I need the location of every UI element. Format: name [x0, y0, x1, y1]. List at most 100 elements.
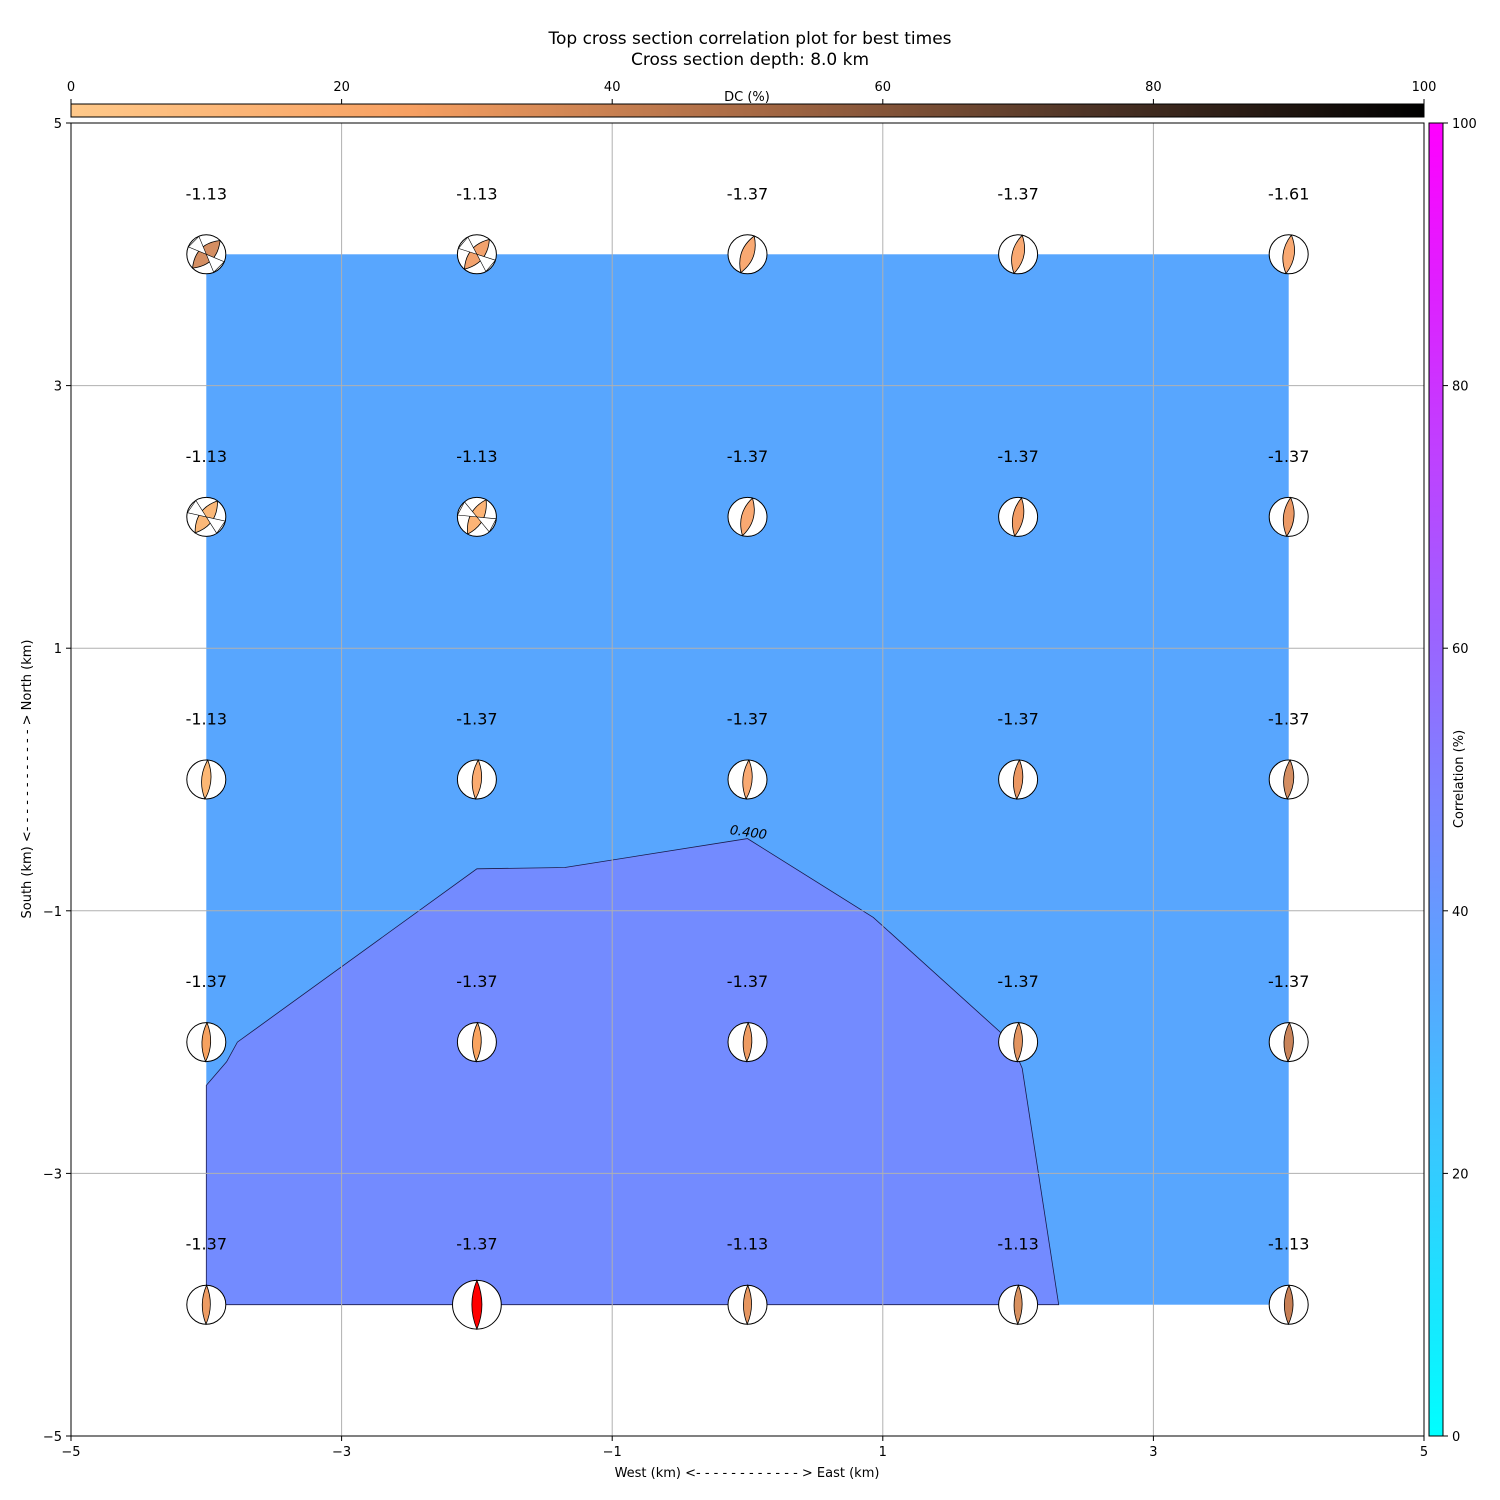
beachball-value-label: -1.37: [1268, 447, 1309, 466]
beachball: -1.37: [452, 1235, 502, 1331]
x-tick-label: −1: [603, 1445, 622, 1460]
beachball-value-label: -1.37: [186, 1235, 227, 1254]
grid-lines: [71, 123, 1424, 1436]
y-tick-label: 1: [54, 642, 62, 657]
beachball-outline: [727, 1284, 768, 1325]
y-tick-label: 3: [54, 380, 62, 395]
dc-tick-label: 20: [333, 80, 350, 95]
beachball: -1.37: [186, 972, 227, 1063]
dc-tick-label: 100: [1412, 80, 1437, 95]
beachball-outline: [998, 1284, 1039, 1325]
dc-tick-label: 60: [875, 80, 892, 95]
beachball: -1.37: [1268, 710, 1309, 800]
correlation-tick-label: 100: [1452, 117, 1477, 132]
beachball-value-label: -1.37: [997, 184, 1038, 203]
beachball-value-label: -1.61: [1268, 184, 1309, 203]
beachball-value-label: -1.37: [997, 972, 1038, 991]
beachball-dilatation: [186, 499, 226, 534]
beachball-outline: [1268, 234, 1309, 275]
beachball-outline: [1268, 759, 1309, 800]
beachball: -1.13: [456, 447, 498, 537]
beachball-outline: [186, 234, 227, 275]
beachball-outline: [1268, 1022, 1309, 1063]
beachball: -1.37: [727, 972, 768, 1063]
beachball-value-label: -1.13: [186, 447, 227, 466]
beachball-value-label: -1.37: [456, 710, 497, 729]
beachball-outline: [456, 496, 497, 537]
beachball-value-label: -1.13: [186, 710, 227, 729]
dc-colorbar-ticks: 0 20 40 60 80 100: [67, 80, 1437, 104]
beachball-outline: [727, 1022, 768, 1063]
beachball: -1.37: [997, 184, 1039, 275]
y-tick-label: −3: [43, 1167, 62, 1182]
beachball-value-label: -1.37: [456, 972, 497, 991]
chart-subtitle: Cross section depth: 8.0 km: [631, 50, 869, 70]
beachball-outline: [456, 234, 497, 275]
correlation-colorbar-label: Correlation (%): [1452, 730, 1467, 828]
dc-colorbar-label: DC (%): [724, 90, 770, 105]
beachball-value-label: -1.37: [727, 972, 768, 991]
correlation-colorbar-ticks: 0 20 40 60 80 100: [1443, 117, 1477, 1445]
beachball: -1.37: [1268, 447, 1309, 538]
beachball-outline: [727, 496, 768, 537]
beachball-value-label: -1.37: [1268, 710, 1309, 729]
beachball: -1.61: [1268, 184, 1309, 275]
contour-label: 0.400: [729, 823, 768, 843]
beachball-outline: [998, 234, 1039, 275]
dc-colorbar: [70, 103, 1425, 118]
beachball: -1.37: [997, 972, 1039, 1063]
beachball-value-label: -1.37: [997, 447, 1038, 466]
beachball-value-label: -1.37: [997, 710, 1038, 729]
correlation-tick-label: 0: [1452, 1430, 1460, 1445]
x-tick-label: 3: [1149, 1445, 1157, 1460]
y-tick-label: 5: [54, 117, 62, 132]
beachball-value-label: -1.13: [456, 447, 497, 466]
correlation-tick-label: 60: [1452, 642, 1469, 657]
plot-area: 0.400 -1.13 -1.13 -1.37 -1.37 -1.61-1.13 -1.1…: [71, 123, 1424, 1436]
beachball: -1.37: [456, 710, 498, 800]
chart-title: Top cross section correlation plot for b…: [547, 29, 951, 49]
beachball-outline: [186, 496, 227, 537]
beachball: -1.13: [997, 1235, 1039, 1326]
plot-frame: [70, 122, 1425, 1437]
correlation-colorbar: [1428, 122, 1444, 1437]
beachball-value-label: -1.13: [997, 1235, 1038, 1254]
beachball: -1.37: [997, 710, 1039, 800]
beachball-dilatation: [457, 236, 496, 273]
beachball-dilatation: [457, 501, 497, 533]
beachball-outline: [456, 759, 497, 800]
x-tick-label: 1: [879, 1445, 887, 1460]
beachball: -1.37: [186, 1235, 227, 1326]
y-axis-ticks: −5 −3 −1 1 3 5: [43, 117, 71, 1445]
correlation-tick-label: 80: [1452, 380, 1469, 395]
beachball-outline: [998, 759, 1039, 800]
beachball: -1.13: [186, 184, 227, 275]
beachball-dilatation: [187, 235, 225, 273]
beachball-value-label: -1.37: [1268, 972, 1309, 991]
beachball-value-label: -1.37: [186, 972, 227, 991]
beachball-outline: [1268, 1284, 1309, 1325]
beachball-outline: [1268, 496, 1309, 537]
beachball: -1.37: [456, 972, 498, 1063]
beachball: -1.37: [727, 184, 768, 275]
beachball-outline: [452, 1279, 502, 1330]
beachball: -1.37: [997, 447, 1039, 537]
x-axis-label: West (km) <- - - - - - - - - - - - > Eas…: [615, 1466, 880, 1481]
beachball-outline: [998, 1022, 1039, 1063]
beachball-outline: [727, 234, 768, 275]
beachball-markers: -1.13 -1.13 -1.37 -1.37 -1.61 -1.13 -1.13 -1.37…: [186, 184, 1309, 1331]
correlation-tick-label: 20: [1452, 1167, 1469, 1182]
beachball-outline: [186, 759, 227, 800]
beachball: -1.37: [727, 710, 768, 800]
beachball: -1.13: [186, 447, 227, 537]
x-tick-label: 5: [1420, 1445, 1428, 1460]
beachball: -1.37: [1268, 972, 1309, 1063]
beachball: -1.13: [727, 1235, 768, 1326]
beachball-value-label: -1.13: [727, 1235, 768, 1254]
dc-tick-label: 80: [1145, 80, 1162, 95]
beachball-outline: [186, 1284, 227, 1325]
beachball-outline: [998, 496, 1039, 537]
beachball-value-label: -1.37: [727, 184, 768, 203]
beachball-outline: [456, 1022, 497, 1063]
